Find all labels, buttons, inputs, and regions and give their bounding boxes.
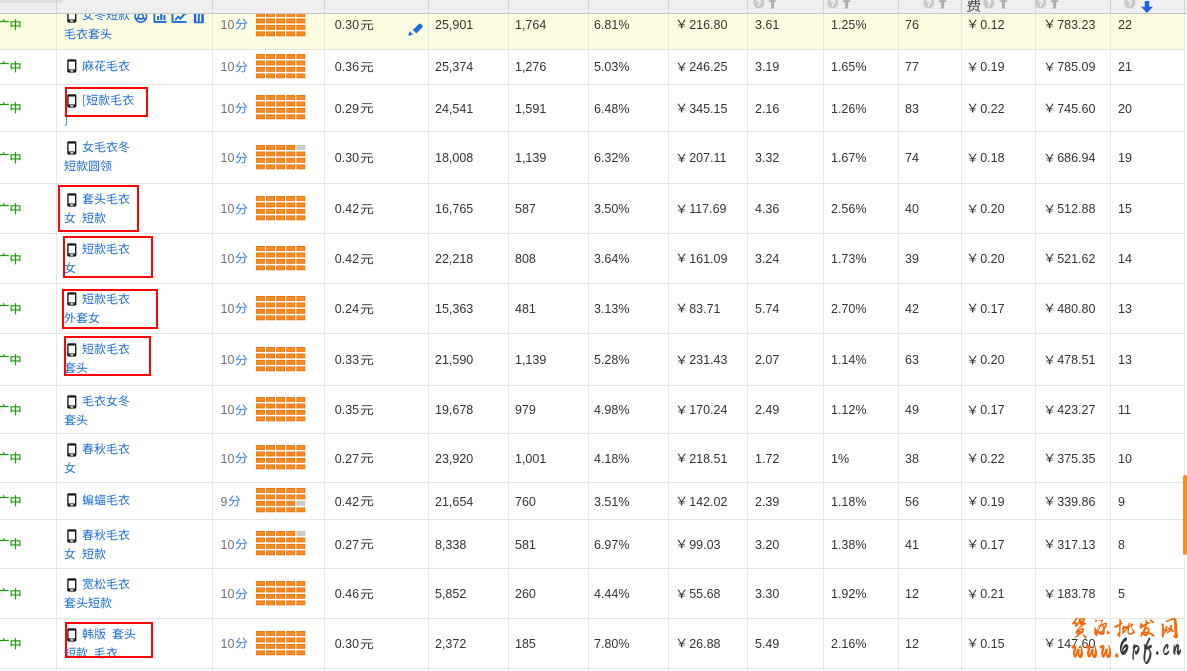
svg-text:?: ? <box>1127 0 1133 8</box>
svg-text:?: ? <box>926 0 932 8</box>
svg-text:?: ? <box>756 0 762 8</box>
svg-text:?: ? <box>830 0 836 8</box>
svg-text:?: ? <box>986 0 992 8</box>
svg-text:?: ? <box>1038 0 1044 8</box>
